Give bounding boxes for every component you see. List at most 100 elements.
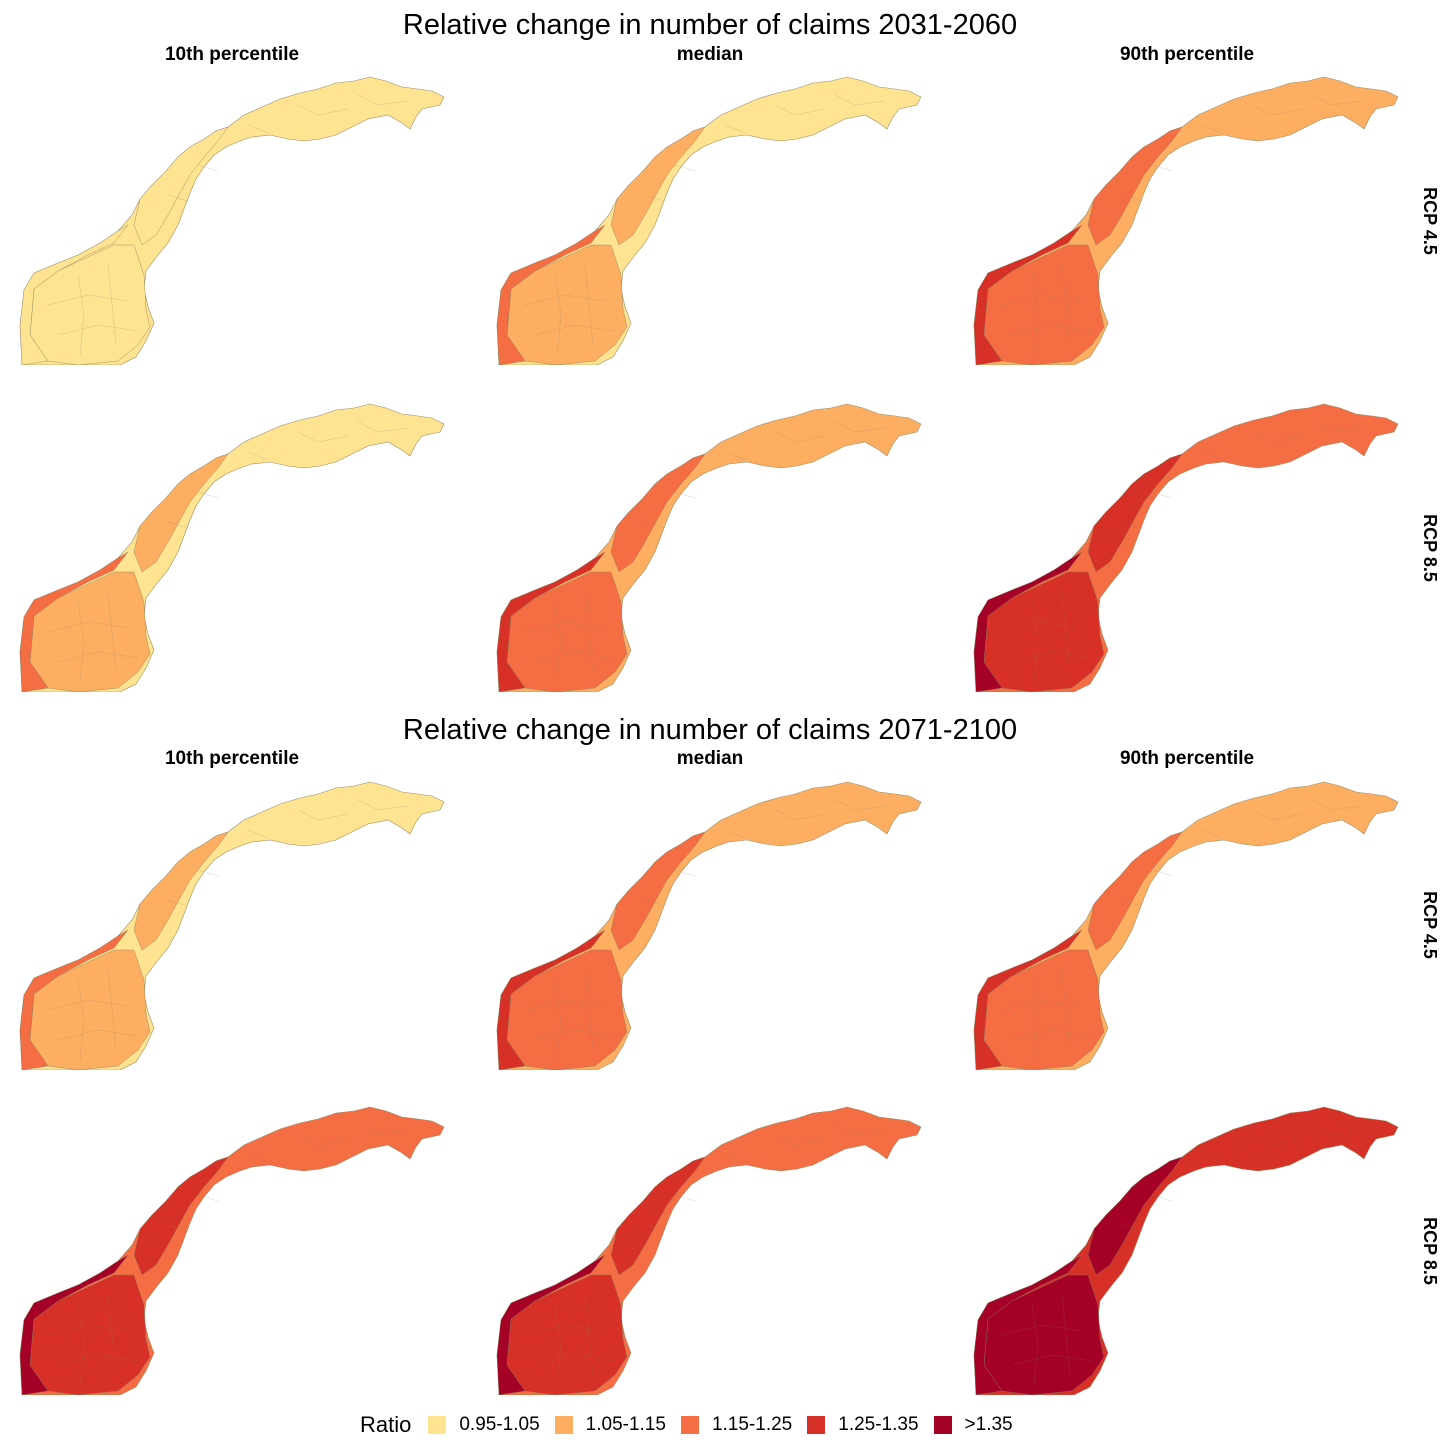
region-west-coast bbox=[973, 1254, 1083, 1395]
row-label-rcp85: RCP 8.5 bbox=[1420, 514, 1440, 582]
municipality-borders bbox=[47, 799, 409, 1061]
region-north-band bbox=[610, 831, 706, 951]
region-west-coast bbox=[973, 224, 1083, 365]
norway-map bbox=[19, 781, 445, 1070]
column-header-90th-percentile: 90th percentile bbox=[1119, 748, 1255, 769]
region-west-coast bbox=[19, 929, 129, 1070]
region-south bbox=[983, 949, 1105, 1070]
region-west-coast bbox=[19, 551, 129, 692]
municipality-borders bbox=[1001, 1124, 1363, 1386]
region-south bbox=[29, 1274, 151, 1395]
region-south bbox=[506, 1274, 628, 1395]
region-north-band bbox=[610, 453, 706, 573]
legend-swatch bbox=[806, 1415, 827, 1435]
region-west-coast bbox=[19, 1254, 129, 1395]
map-panel bbox=[495, 1105, 935, 1395]
block-title-2071-2100: Relative change in number of claims 2071… bbox=[402, 714, 1018, 746]
row-label-rcp45: RCP 4.5 bbox=[1420, 891, 1440, 959]
column-header-90th-percentile: 90th percentile bbox=[1119, 44, 1255, 65]
map-panel bbox=[495, 75, 935, 365]
map-panel bbox=[972, 402, 1412, 692]
municipality-borders bbox=[1001, 94, 1363, 356]
norway-map bbox=[496, 781, 922, 1070]
column-header-median: median bbox=[676, 44, 744, 65]
region-north-band bbox=[610, 1156, 706, 1276]
region-south bbox=[983, 244, 1105, 365]
map-panel bbox=[18, 780, 458, 1070]
map-panel bbox=[18, 75, 458, 365]
municipality-borders bbox=[524, 421, 886, 683]
column-header-10th-percentile: 10th percentile bbox=[164, 748, 300, 769]
legend-label: 1.25-1.35 bbox=[838, 1414, 919, 1435]
municipality-borders bbox=[524, 799, 886, 1061]
region-north-band bbox=[133, 831, 229, 951]
norway-map bbox=[496, 403, 922, 692]
map-panel bbox=[18, 402, 458, 692]
legend: Ratio 0.95-1.05 1.05-1.15 1.15-1.25 1.25… bbox=[360, 1410, 1027, 1440]
legend-swatch bbox=[553, 1415, 574, 1435]
legend-item: 0.95-1.05 bbox=[427, 1414, 540, 1436]
region-west-coast bbox=[973, 929, 1083, 1070]
region-south bbox=[29, 244, 151, 365]
row-label-rcp45: RCP 4.5 bbox=[1420, 187, 1440, 255]
region-west-coast bbox=[19, 224, 129, 365]
map-panel bbox=[495, 402, 935, 692]
legend-item: >1.35 bbox=[932, 1414, 1013, 1436]
municipality-borders bbox=[47, 421, 409, 683]
map-panel bbox=[972, 75, 1412, 365]
region-north-band bbox=[1087, 831, 1183, 951]
legend-swatch bbox=[427, 1415, 448, 1435]
municipality-borders bbox=[1001, 799, 1363, 1061]
map-panel bbox=[972, 1105, 1412, 1395]
norway-map bbox=[973, 781, 1399, 1070]
block-title-2031-2060: Relative change in number of claims 2031… bbox=[402, 9, 1018, 41]
legend-label: >1.35 bbox=[964, 1414, 1013, 1435]
column-header-10th-percentile: 10th percentile bbox=[164, 44, 300, 65]
region-west-coast bbox=[496, 1254, 606, 1395]
norway-map bbox=[973, 76, 1399, 365]
region-north-band bbox=[1087, 1156, 1183, 1276]
region-south bbox=[29, 949, 151, 1070]
region-north-band bbox=[610, 126, 706, 246]
municipality-borders bbox=[524, 1124, 886, 1386]
region-west-coast bbox=[973, 551, 1083, 692]
legend-title: Ratio bbox=[360, 1412, 412, 1437]
map-panel bbox=[495, 780, 935, 1070]
region-south bbox=[506, 571, 628, 692]
region-south bbox=[29, 571, 151, 692]
municipality-borders bbox=[47, 94, 409, 356]
legend-label: 1.05-1.15 bbox=[585, 1414, 666, 1435]
region-north-band bbox=[133, 126, 229, 246]
norway-map bbox=[19, 76, 445, 365]
municipality-borders bbox=[47, 1124, 409, 1386]
map-panel bbox=[18, 1105, 458, 1395]
region-south bbox=[983, 1274, 1105, 1395]
norway-map bbox=[19, 1106, 445, 1395]
region-south bbox=[506, 949, 628, 1070]
norway-map bbox=[973, 1106, 1399, 1395]
region-north-band bbox=[1087, 453, 1183, 573]
norway-map bbox=[496, 76, 922, 365]
region-north-band bbox=[133, 1156, 229, 1276]
legend-swatch bbox=[679, 1415, 700, 1435]
region-south bbox=[983, 571, 1105, 692]
region-north-band bbox=[133, 453, 229, 573]
legend-item: 1.05-1.15 bbox=[553, 1414, 666, 1436]
region-west-coast bbox=[496, 551, 606, 692]
map-panel bbox=[972, 780, 1412, 1070]
legend-item: 1.15-1.25 bbox=[679, 1414, 793, 1436]
municipality-borders bbox=[1001, 421, 1363, 683]
region-west-coast bbox=[496, 929, 606, 1070]
region-south bbox=[506, 244, 628, 365]
municipality-borders bbox=[524, 94, 886, 356]
legend-label: 1.15-1.25 bbox=[711, 1414, 793, 1435]
region-west-coast bbox=[496, 224, 606, 365]
column-header-median: median bbox=[676, 748, 744, 769]
legend-label: 0.95-1.05 bbox=[459, 1414, 540, 1435]
legend-item: 1.25-1.35 bbox=[806, 1414, 919, 1436]
legend-swatch bbox=[932, 1415, 953, 1435]
norway-map bbox=[973, 403, 1399, 692]
norway-map bbox=[19, 403, 445, 692]
row-label-rcp85: RCP 8.5 bbox=[1420, 1217, 1440, 1285]
norway-map bbox=[496, 1106, 922, 1395]
